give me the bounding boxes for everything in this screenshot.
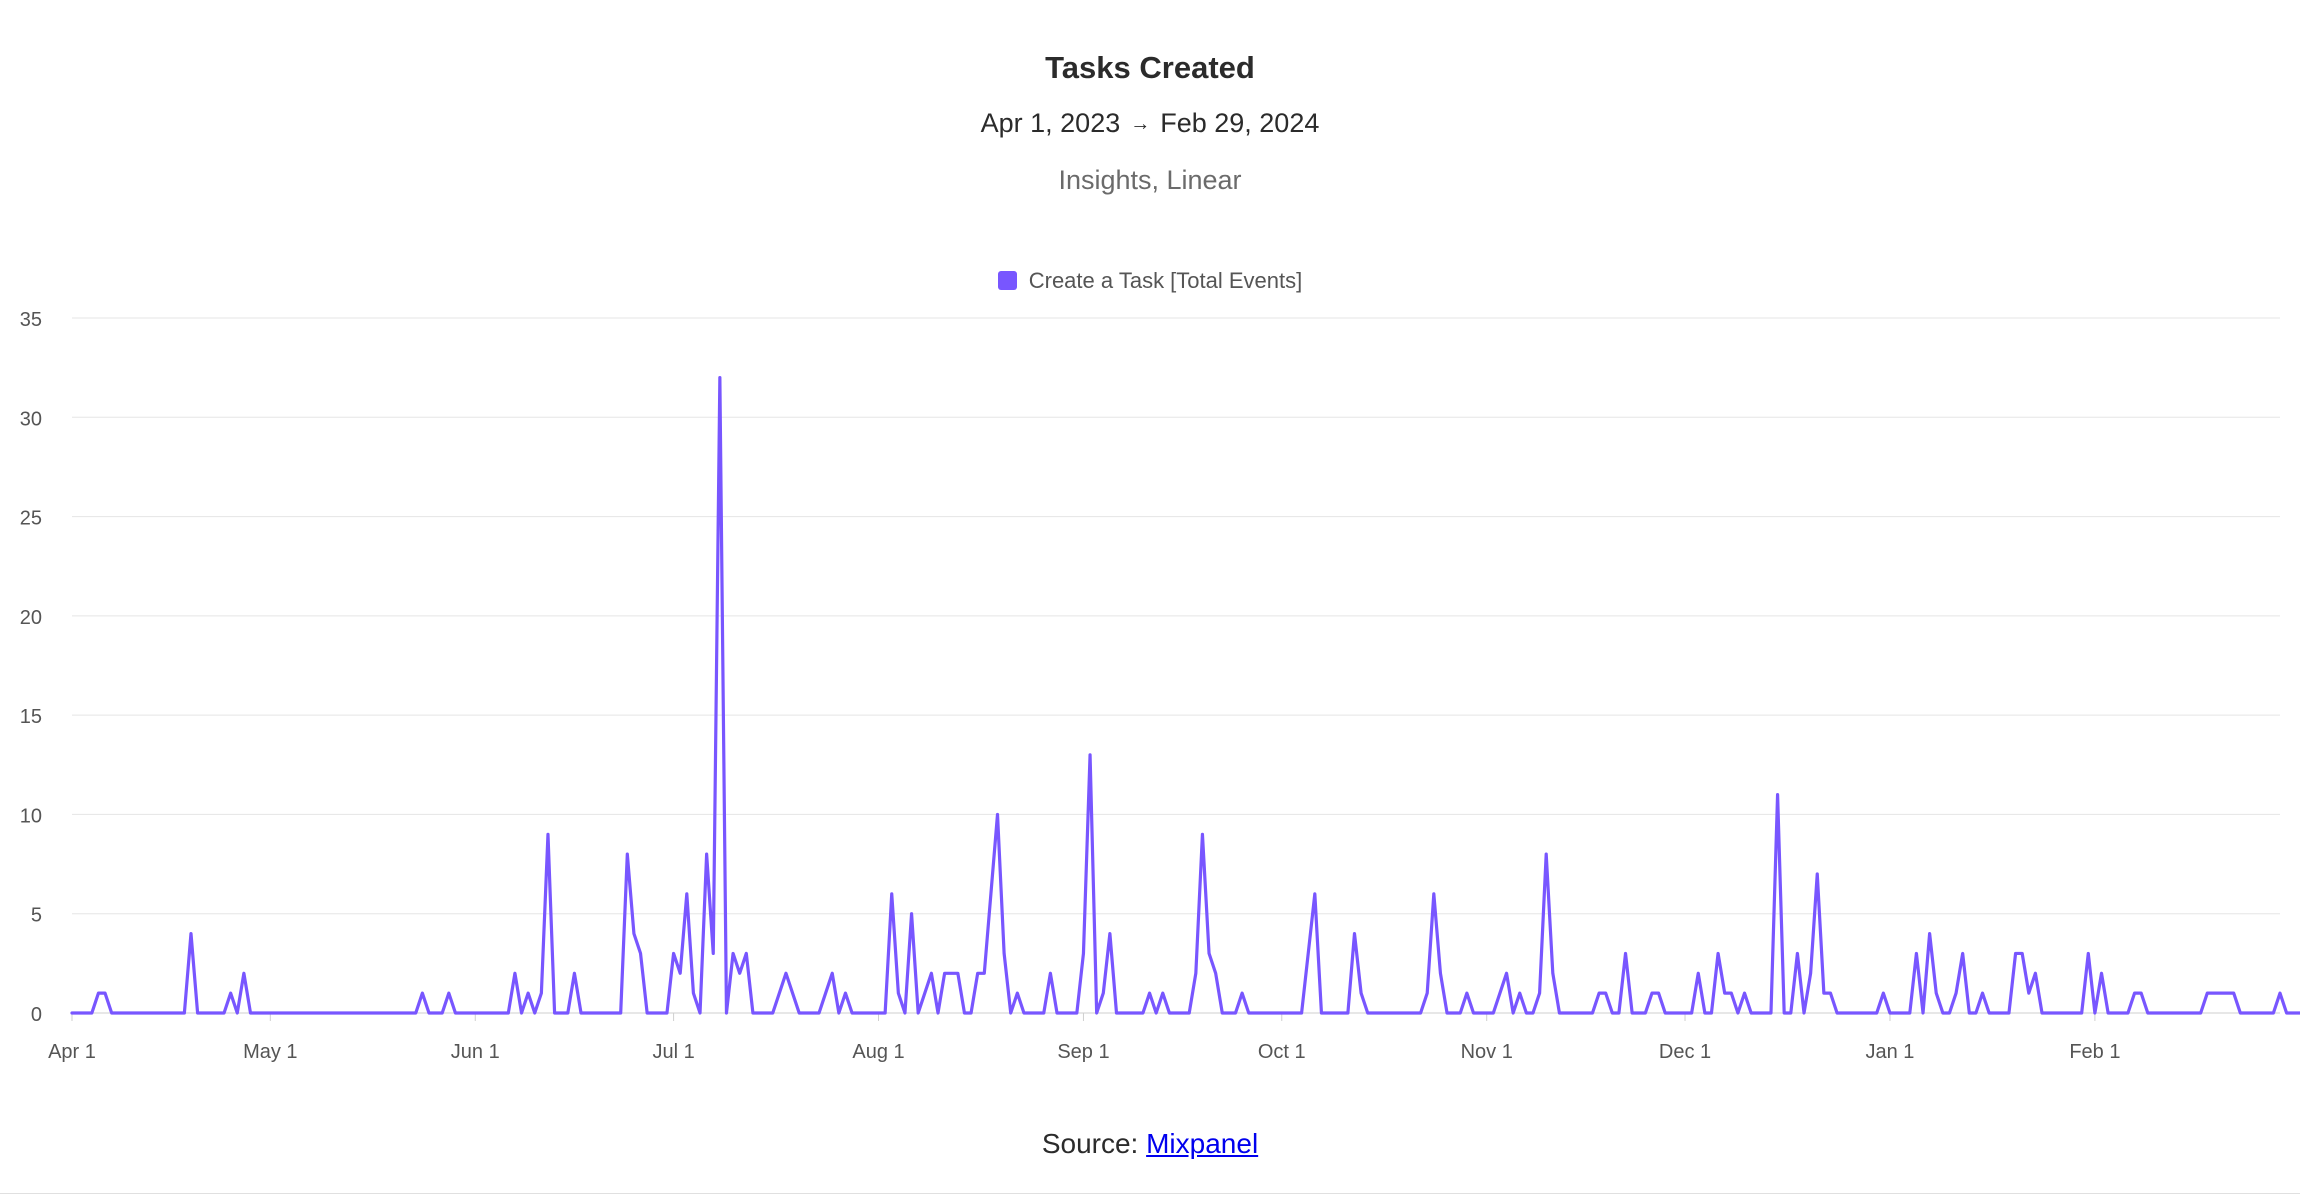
source-footer: Source: Mixpanel [0, 1128, 2300, 1160]
y-tick-label: 35 [20, 309, 42, 331]
y-tick-label: 10 [20, 805, 42, 827]
x-tick-label: Feb 1 [2069, 1041, 2120, 1063]
x-tick-label: Jan 1 [1865, 1041, 1914, 1063]
y-tick-label: 20 [20, 607, 42, 629]
x-tick-label: Aug 1 [852, 1041, 904, 1063]
chart-gridlines [72, 317, 2280, 1014]
x-tick-label: Jun 1 [451, 1041, 500, 1063]
chart-legend: Create a Task [Total Events] [0, 268, 2300, 294]
y-axis: 0 5 10 15 20 25 30 35 [20, 309, 42, 1026]
legend-swatch [997, 271, 1017, 290]
date-start: Apr 1, 2023 [980, 108, 1121, 138]
x-tick-label: Jul 1 [652, 1041, 694, 1063]
date-range: Apr 1, 2023 → Feb 29, 2024 [0, 108, 2300, 139]
x-tick-label: Apr 1 [48, 1041, 96, 1063]
y-tick-label: 15 [20, 706, 42, 728]
chart-subtitle: Insights, Linear [1058, 165, 1242, 195]
y-tick-label: 30 [20, 408, 42, 430]
y-tick-label: 5 [31, 905, 42, 927]
x-tick-label: Sep 1 [1057, 1041, 1109, 1063]
legend-series-label: Create a Task [Total Events] [1028, 268, 1303, 293]
chart-series [70, 375, 2300, 1015]
date-end: Feb 29, 2024 [1160, 108, 1320, 138]
x-tick-label: Dec 1 [1659, 1041, 1711, 1063]
line-chart: 0 5 10 15 20 25 30 35 Apr 1 May 1 Jun 1 Jul 1 Aug 1… [20, 309, 2300, 1063]
y-tick-label: 0 [31, 1004, 42, 1026]
arrow-right-icon: → [1130, 113, 1151, 135]
x-tick-label: Nov 1 [1461, 1041, 1513, 1063]
series-line-0 [70, 375, 2300, 1015]
source-link[interactable]: Mixpanel [1146, 1128, 1259, 1159]
x-tick-label: Oct 1 [1258, 1041, 1306, 1063]
x-tick-label: May 1 [243, 1041, 297, 1063]
x-axis: Apr 1 May 1 Jun 1 Jul 1 Aug 1 Sep 1 Oct 1 Nov 1… [48, 1013, 2120, 1063]
chart-title: Tasks Created [1045, 50, 1255, 85]
source-label: Source: [1041, 1128, 1139, 1159]
y-tick-label: 25 [20, 508, 42, 530]
